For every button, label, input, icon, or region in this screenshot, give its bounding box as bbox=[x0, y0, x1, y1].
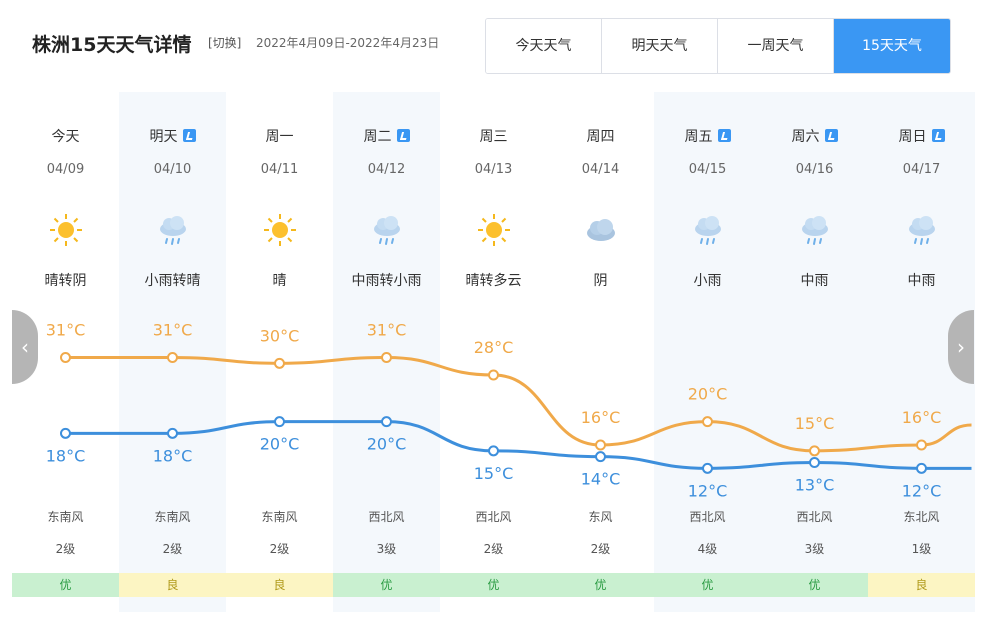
air-quality-badge: 良 bbox=[119, 573, 226, 597]
cloud-icon bbox=[586, 219, 615, 241]
day-column[interactable]: 周三 04/13 晴转多云西北风 2级优 bbox=[440, 92, 547, 612]
day-column[interactable]: 今天 04/09 晴转阴东南风 2级优 bbox=[12, 92, 119, 612]
tab-today[interactable]: 今天天气 bbox=[486, 19, 602, 73]
wind-direction: 西北风 bbox=[368, 510, 405, 524]
header: 株洲15天天气详情 [切换] 2022年4月09日-2022年4月23日 今天天… bbox=[0, 0, 985, 92]
sun-icon bbox=[263, 214, 296, 246]
day-date: 04/11 bbox=[260, 162, 299, 177]
day-date: 04/16 bbox=[795, 162, 834, 177]
wind-direction: 东风 bbox=[588, 510, 613, 524]
wind-level: 1级 bbox=[911, 542, 932, 556]
weather-text: 晴 bbox=[272, 273, 287, 289]
wind-level: 4级 bbox=[697, 542, 718, 556]
wind-level: 2级 bbox=[590, 542, 611, 556]
wind-direction: 西北风 bbox=[689, 510, 726, 524]
day-date: 04/15 bbox=[688, 162, 727, 177]
air-quality-badge: 优 bbox=[547, 573, 654, 597]
check-badge-icon bbox=[717, 129, 731, 142]
weather-text: 中雨转小雨 bbox=[351, 273, 422, 289]
air-quality-badge: 良 bbox=[226, 573, 333, 597]
day-name-label: 周四 bbox=[586, 129, 615, 145]
wind-level: 2级 bbox=[55, 542, 76, 556]
tab-week[interactable]: 一周天气 bbox=[718, 19, 834, 73]
day-name-label: 周五 bbox=[684, 129, 713, 145]
day-name: 明天 bbox=[119, 126, 226, 146]
check-badge-icon bbox=[182, 129, 196, 142]
air-quality-badge: 优 bbox=[333, 573, 440, 597]
air-quality-badge: 优 bbox=[440, 573, 547, 597]
check-badge-icon bbox=[396, 129, 410, 142]
weather-text: 小雨 bbox=[693, 273, 722, 289]
air-quality-badge: 优 bbox=[654, 573, 761, 597]
day-column[interactable]: 周四 04/14 阴东风 2级优 bbox=[547, 92, 654, 612]
forecast-tabs: 今天天气 明天天气 一周天气 15天天气 bbox=[485, 18, 951, 74]
wind-level: 3级 bbox=[804, 542, 825, 556]
air-quality-badge: 优 bbox=[12, 573, 119, 597]
day-name: 周二 bbox=[333, 126, 440, 146]
wind-level: 2级 bbox=[483, 542, 504, 556]
day-name: 周日 bbox=[868, 126, 975, 146]
day-column[interactable]: 周五 04/15 小雨西北风 4级优 bbox=[654, 92, 761, 612]
wind-direction: 东南风 bbox=[47, 510, 84, 524]
day-name-label: 周六 bbox=[791, 129, 820, 145]
sun-icon bbox=[49, 214, 82, 246]
wind-direction: 西北风 bbox=[796, 510, 833, 524]
weather-text: 阴 bbox=[593, 273, 608, 289]
page-title: 株洲15天天气详情 bbox=[32, 34, 192, 56]
day-name: 今天 bbox=[12, 126, 119, 146]
wind-level: 2级 bbox=[162, 542, 183, 556]
wind-level: 3级 bbox=[376, 542, 397, 556]
day-column[interactable]: 明天 04/10 小雨转晴东南风 2级良 bbox=[119, 92, 226, 612]
weather-text: 晴转多云 bbox=[465, 273, 522, 289]
switch-city-link[interactable]: [切换] bbox=[208, 36, 242, 50]
day-column[interactable]: 周一 04/11 晴东南风 2级良 bbox=[226, 92, 333, 612]
day-name-label: 周日 bbox=[898, 129, 927, 145]
day-name-label: 周二 bbox=[363, 129, 392, 145]
weather-text: 中雨 bbox=[907, 273, 936, 289]
day-date: 04/09 bbox=[46, 162, 85, 177]
weather-text: 小雨转晴 bbox=[144, 273, 201, 289]
sun-icon bbox=[477, 214, 510, 246]
wind-direction: 东南风 bbox=[154, 510, 191, 524]
day-date: 04/17 bbox=[902, 162, 941, 177]
day-name-label: 周三 bbox=[479, 129, 508, 145]
prev-arrow-icon[interactable]: ‹ bbox=[12, 310, 38, 384]
day-name: 周三 bbox=[440, 126, 547, 146]
rain-cloud-icon bbox=[694, 216, 721, 245]
day-name: 周四 bbox=[547, 126, 654, 146]
day-name: 周六 bbox=[761, 126, 868, 146]
day-column[interactable]: 周六 04/16 中雨西北风 3级优 bbox=[761, 92, 868, 612]
rain-cloud-icon bbox=[159, 216, 186, 245]
wind-level: 2级 bbox=[269, 542, 290, 556]
day-name: 周五 bbox=[654, 126, 761, 146]
day-name-label: 周一 bbox=[265, 129, 294, 145]
day-date: 04/14 bbox=[581, 162, 620, 177]
check-badge-icon bbox=[931, 129, 945, 142]
forecast-days: 今天 04/09 晴转阴东南风 2级优 明天 04/10 小雨转晴东南风 2级良 周一 04/11… bbox=[12, 92, 975, 612]
wind-direction: 西北风 bbox=[475, 510, 512, 524]
day-name-label: 明天 bbox=[149, 129, 178, 145]
weather-text: 晴转阴 bbox=[44, 273, 87, 289]
day-name-label: 今天 bbox=[51, 129, 80, 145]
rain-cloud-icon bbox=[801, 216, 828, 245]
rain-cloud-icon bbox=[373, 216, 400, 245]
day-name: 周一 bbox=[226, 126, 333, 146]
wind-direction: 东南风 bbox=[261, 510, 298, 524]
weather-text: 中雨 bbox=[800, 273, 829, 289]
day-date: 04/12 bbox=[367, 162, 406, 177]
next-arrow-icon[interactable]: › bbox=[948, 310, 974, 384]
air-quality-badge: 良 bbox=[868, 573, 975, 597]
date-range: 2022年4月09日-2022年4月23日 bbox=[256, 36, 440, 50]
wind-direction: 东北风 bbox=[903, 510, 940, 524]
tab-15day[interactable]: 15天天气 bbox=[834, 19, 950, 73]
check-badge-icon bbox=[824, 129, 838, 142]
day-date: 04/13 bbox=[474, 162, 513, 177]
day-column[interactable]: 周二 04/12 中雨转小雨西北风 3级优 bbox=[333, 92, 440, 612]
rain-cloud-icon bbox=[908, 216, 935, 245]
air-quality-badge: 优 bbox=[761, 573, 868, 597]
tab-tomorrow[interactable]: 明天天气 bbox=[602, 19, 718, 73]
day-date: 04/10 bbox=[153, 162, 192, 177]
